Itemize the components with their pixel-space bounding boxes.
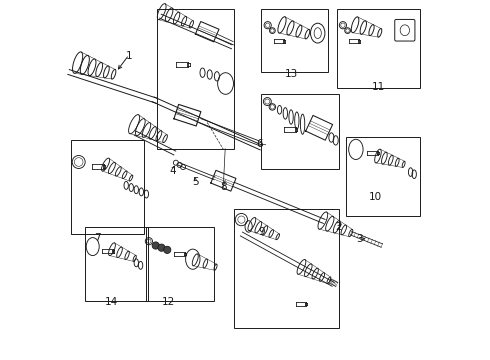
Text: 9: 9 (258, 227, 265, 237)
Text: 5: 5 (192, 177, 198, 187)
Bar (72, 140, 144, 234)
Text: 11: 11 (371, 82, 385, 92)
Bar (261, 94, 339, 169)
Text: 10: 10 (369, 192, 382, 202)
Bar (157, 9, 234, 149)
Bar (346, 137, 419, 216)
Text: 1: 1 (126, 51, 132, 61)
Text: 14: 14 (105, 297, 119, 307)
Text: 13: 13 (285, 69, 298, 79)
Bar (85, 227, 148, 301)
Text: 3: 3 (356, 234, 363, 244)
Text: 8: 8 (220, 182, 227, 192)
Text: 12: 12 (162, 297, 175, 307)
Bar (261, 9, 328, 72)
Bar (234, 209, 339, 328)
Bar (337, 9, 419, 88)
Circle shape (164, 246, 171, 253)
Text: 2: 2 (335, 222, 342, 232)
Bar (146, 227, 215, 301)
Text: 6: 6 (256, 139, 263, 149)
Circle shape (158, 244, 165, 251)
Text: 4: 4 (169, 166, 175, 176)
Circle shape (152, 242, 159, 249)
Text: 7: 7 (94, 233, 101, 243)
